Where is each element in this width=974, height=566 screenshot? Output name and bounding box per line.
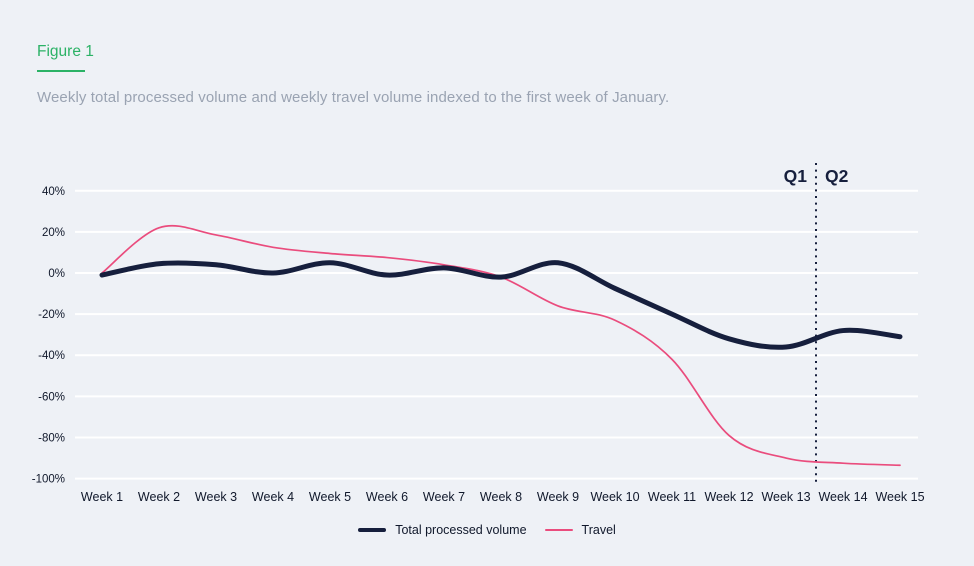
y-tick-label: -60% <box>38 391 65 403</box>
q2-label: Q2 <box>825 166 849 186</box>
figure-label: Figure 1 <box>37 43 94 60</box>
x-axis-labels: Week 1 Week 2 Week 3 Week 4 Week 5 Week 6 Week… <box>81 490 925 504</box>
x-tick-label: Week 2 <box>138 490 180 504</box>
legend-swatch-total-processed-volume <box>358 528 387 532</box>
y-tick-label: 20% <box>42 227 65 239</box>
q1-label: Q1 <box>784 166 808 186</box>
x-tick-label: Week 13 <box>761 490 810 504</box>
x-tick-label: Week 5 <box>309 490 351 504</box>
legend-swatch-travel <box>544 529 573 531</box>
legend-item-total-processed-volume: Total processed volume <box>358 523 527 537</box>
y-tick-label: 0% <box>48 268 65 280</box>
legend-label-travel: Travel <box>581 523 616 537</box>
quarter-divider: Q1 Q2 <box>784 163 849 486</box>
x-tick-label: Week 8 <box>480 490 522 504</box>
x-tick-label: Week 14 <box>818 490 867 504</box>
figure-subtitle: Weekly total processed volume and weekly… <box>37 89 670 106</box>
x-tick-label: Week 15 <box>875 490 924 504</box>
x-tick-label: Week 10 <box>590 490 639 504</box>
series-line-total-processed-volume <box>99 260 903 350</box>
series-lines <box>99 224 903 467</box>
figure-label-underline <box>37 70 85 72</box>
x-tick-label: Week 11 <box>648 490 696 504</box>
gridlines <box>75 189 918 480</box>
y-tick-label: 40% <box>42 186 65 198</box>
legend-label-total-processed-volume: Total processed volume <box>395 523 527 537</box>
y-tick-label: -20% <box>38 309 65 321</box>
x-tick-label: Week 1 <box>81 490 123 504</box>
y-tick-label: -80% <box>38 432 65 444</box>
y-tick-label: -40% <box>38 350 65 362</box>
y-tick-label: -100% <box>32 474 65 486</box>
x-tick-label: Week 6 <box>366 490 408 504</box>
legend: Total processed volume Travel <box>0 521 974 539</box>
x-tick-label: Week 12 <box>704 490 753 504</box>
y-axis-labels: 40% 20% 0% -20% -40% -60% -80% -100% <box>32 186 65 486</box>
x-tick-label: Week 3 <box>195 490 237 504</box>
x-tick-label: Week 9 <box>537 490 579 504</box>
legend-item-travel: Travel <box>544 523 616 537</box>
x-tick-label: Week 4 <box>252 490 294 504</box>
x-tick-label: Week 7 <box>423 490 465 504</box>
